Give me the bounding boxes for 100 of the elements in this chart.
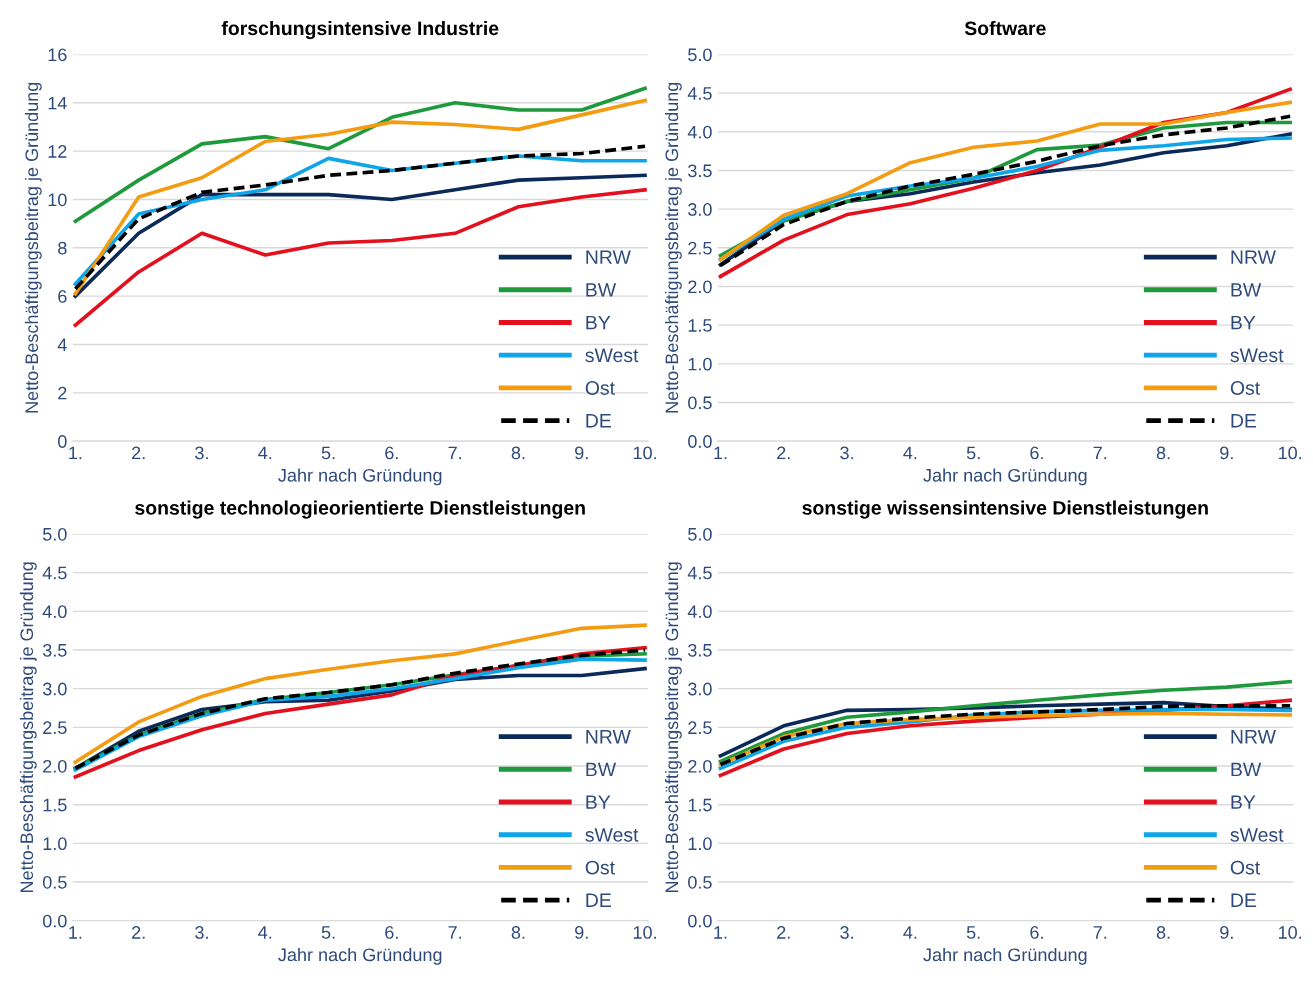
- legend-label: BW: [586, 283, 617, 297]
- y-tick-label: 2.0: [688, 280, 712, 294]
- chart-title: forschungsintensive Industrie: [221, 20, 499, 40]
- y-tick-label: 8: [58, 241, 67, 255]
- y-tick-label: 16: [48, 48, 67, 62]
- legend-label: sWest: [585, 348, 639, 363]
- y-axis-title: Netto-Beschäftigungsbeitrag je Gründung: [24, 82, 42, 413]
- x-tick-label: 9.: [575, 446, 588, 460]
- y-tick-label: 0.5: [42, 875, 67, 889]
- y-tick-label: 14: [48, 96, 67, 110]
- legend-label: NRW: [1231, 250, 1276, 264]
- y-tick-label: 4.5: [687, 87, 712, 100]
- legend-label: BW: [586, 762, 617, 777]
- y-tick-label: 5.0: [688, 48, 712, 62]
- x-tick-label: 3.: [195, 446, 208, 460]
- chart-title: sonstige wissensintensive Dienstleistungen: [802, 500, 1208, 519]
- y-axis-title: Netto-Beschäftigungsbeitrag je Gründung: [19, 562, 37, 892]
- x-tick-label: 9.: [1220, 446, 1233, 460]
- y-tick-label: 2: [58, 386, 67, 400]
- y-tick-label: 4.0: [42, 605, 67, 619]
- x-tick-label: 2.: [777, 926, 790, 939]
- legend-label: sWest: [585, 828, 639, 842]
- x-tick-label: 6.: [385, 926, 398, 939]
- y-tick-label: 0.5: [688, 875, 712, 889]
- legend-label: BW: [1231, 762, 1262, 777]
- legend-label: BY: [586, 315, 611, 330]
- chart-title: Software: [964, 20, 1046, 36]
- x-tick-label: 4.: [258, 926, 272, 939]
- y-axis-title: Netto-Beschäftigungsbeitrag je Gründung: [664, 562, 682, 892]
- y-tick-label: 3.0: [688, 203, 712, 216]
- x-tick-label: 10.: [1278, 446, 1302, 460]
- y-tick-label: 4.5: [687, 566, 712, 580]
- line-series: [73, 98, 647, 296]
- line-series: [73, 623, 647, 764]
- y-tick-label: 2.5: [688, 721, 712, 735]
- y-tick-label: 1.5: [688, 319, 712, 332]
- x-tick-label: 8.: [511, 446, 525, 460]
- y-tick-label: 5.0: [42, 527, 67, 541]
- x-tick-label: 1.: [69, 446, 82, 460]
- y-tick-label: 2.0: [688, 759, 712, 773]
- y-tick-label: 0.0: [688, 435, 712, 448]
- y-tick-label: 12: [48, 145, 67, 158]
- y-tick-label: 3.5: [42, 643, 67, 657]
- x-tick-label: 5.: [966, 446, 980, 460]
- x-axis-title: Jahr nach Gründung: [278, 947, 442, 965]
- y-tick-label: 3.5: [688, 643, 712, 657]
- x-tick-label: 8.: [1156, 926, 1170, 939]
- x-tick-label: 7.: [448, 926, 462, 939]
- line-series: [718, 679, 1292, 764]
- legend-label: NRW: [1231, 730, 1276, 744]
- y-tick-label: 2.5: [43, 721, 67, 735]
- y-tick-label: 0.0: [42, 914, 67, 928]
- y-tick-label: 2.5: [688, 241, 712, 255]
- x-tick-label: 10.: [1278, 926, 1302, 939]
- x-tick-label: 9.: [575, 926, 588, 939]
- legend-label: BY: [1231, 315, 1256, 330]
- y-axis-title: Netto-Beschäftigungsbeitrag je Gründung: [664, 82, 682, 413]
- legend-label: DE: [1231, 893, 1257, 907]
- x-tick-label: 8.: [1156, 446, 1170, 460]
- x-tick-label: 2.: [777, 446, 790, 460]
- legend-label: BY: [586, 795, 611, 809]
- y-tick-label: 1.0: [43, 837, 67, 851]
- y-tick-label: 0.0: [688, 914, 712, 928]
- y-tick-label: 3.5: [688, 164, 712, 178]
- x-tick-label: 5.: [321, 926, 335, 939]
- x-tick-label: 3.: [195, 926, 208, 939]
- y-tick-label: 1.5: [43, 798, 67, 812]
- line-series: [73, 86, 647, 224]
- legend-label: NRW: [586, 250, 631, 264]
- legend-label: NRW: [586, 730, 631, 744]
- legend-label: DE: [586, 414, 611, 428]
- x-tick-label: 2.: [132, 926, 145, 939]
- x-tick-label: 3.: [840, 446, 853, 460]
- legend-label: sWest: [1230, 348, 1284, 363]
- legend-label: Ost: [1230, 381, 1261, 395]
- legend-label: Ost: [585, 381, 615, 395]
- x-tick-label: 5.: [966, 926, 980, 939]
- x-axis-title: Jahr nach Gründung: [923, 947, 1087, 965]
- x-tick-label: 6.: [1030, 446, 1043, 460]
- x-tick-label: 8.: [511, 926, 525, 939]
- y-tick-label: 3.0: [688, 682, 712, 696]
- y-tick-label: 5.0: [688, 527, 712, 541]
- y-tick-label: 0.5: [688, 396, 712, 410]
- y-tick-label: 4.0: [687, 605, 712, 619]
- x-tick-label: 7.: [448, 446, 462, 460]
- legend-label: Ost: [1230, 860, 1261, 875]
- chart-title: sonstige technologieorientierte Dienstleistungen: [135, 500, 585, 519]
- legend-label: DE: [1231, 414, 1257, 428]
- y-tick-label: 1.0: [688, 357, 712, 371]
- y-tick-label: 4.0: [687, 125, 712, 139]
- x-tick-label: 6.: [385, 446, 398, 460]
- x-tick-label: 9.: [1220, 926, 1233, 939]
- y-tick-label: 1.5: [688, 798, 712, 812]
- y-tick-label: 10: [48, 193, 67, 207]
- legend-label: DE: [586, 893, 611, 907]
- x-tick-label: 1.: [69, 926, 82, 939]
- x-tick-label: 7.: [1093, 446, 1107, 460]
- x-tick-label: 3.: [840, 926, 853, 939]
- x-tick-label: 6.: [1030, 926, 1043, 939]
- x-tick-label: 4.: [903, 446, 917, 460]
